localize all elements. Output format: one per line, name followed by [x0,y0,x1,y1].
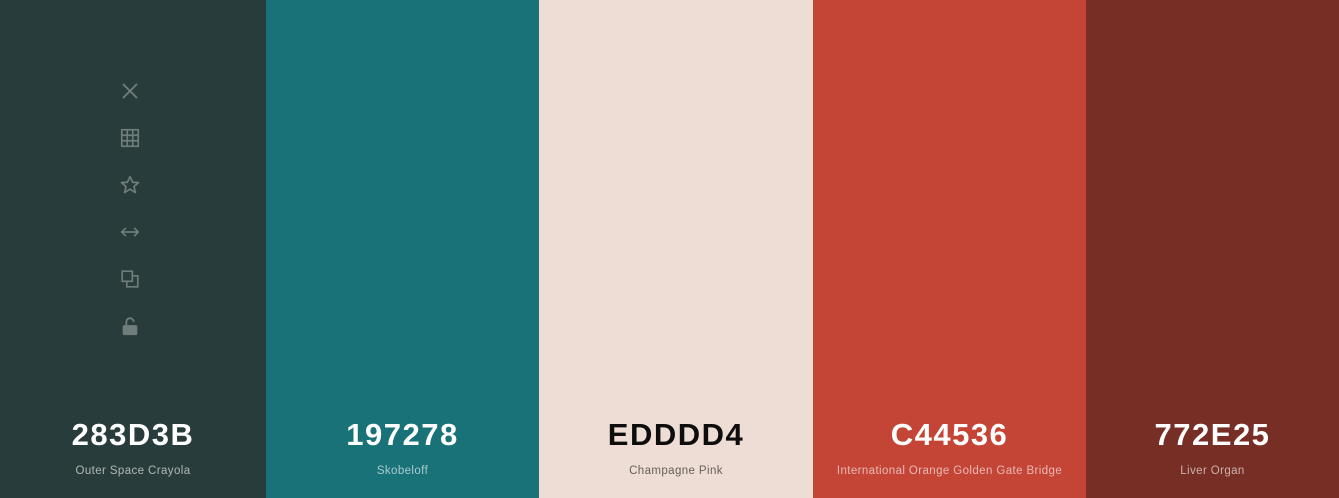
unlock-icon[interactable] [118,314,142,338]
hex-code[interactable]: 197278 [346,417,459,452]
color-name: International Orange Golden Gate Bridge [836,465,1063,477]
color-name: Liver Organ [1180,465,1245,477]
star-icon[interactable] [118,173,142,197]
hex-code[interactable]: 283D3B [71,417,195,452]
color-name: Outer Space Crayola [75,465,191,477]
swatch-outer-space-crayola[interactable]: 283D3B Outer Space Crayola [0,0,266,498]
swatch-liver-organ[interactable]: 772E25 Liver Organ [1086,0,1339,498]
color-name: Champagne Pink [629,465,723,477]
copy-icon[interactable] [118,267,142,291]
swatch-toolbar [118,79,142,361]
swatch-skobeloff[interactable]: 197278 Skobeloff [266,0,539,498]
close-icon[interactable] [118,79,142,103]
color-name: Skobeloff [376,465,429,477]
grid-icon[interactable] [118,126,142,150]
hex-code[interactable]: 772E25 [1154,417,1271,452]
arrows-horizontal-icon[interactable] [118,220,142,244]
hex-code[interactable]: EDDDD4 [607,417,745,452]
swatch-international-orange-golden-gate-bridge[interactable]: C44536 International Orange Golden Gate … [813,0,1086,498]
swatch-champagne-pink[interactable]: EDDDD4 Champagne Pink [539,0,813,498]
hex-code[interactable]: C44536 [890,417,1009,452]
